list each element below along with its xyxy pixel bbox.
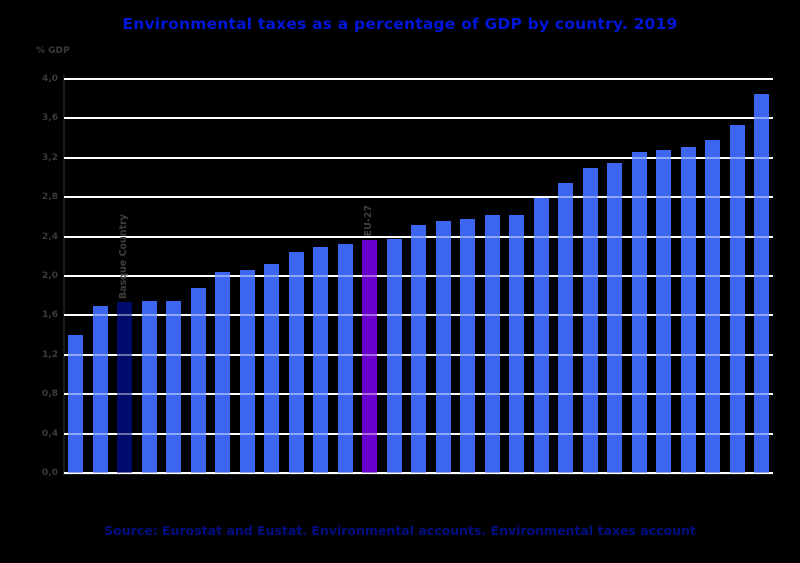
bar-annotation: Basque Country xyxy=(117,213,129,299)
gridline-overlay xyxy=(64,314,773,317)
eu27-bar xyxy=(362,239,377,473)
source-note: Source: Eurostat and Eustat. Environment… xyxy=(104,523,696,538)
gridline-overlay xyxy=(64,235,773,238)
bar xyxy=(509,214,524,473)
basque-country-bar xyxy=(117,301,132,473)
bar xyxy=(92,305,108,473)
gridline-overlay xyxy=(64,117,773,120)
bar xyxy=(141,300,157,473)
gridline-overlay xyxy=(64,432,773,435)
bar xyxy=(313,247,328,473)
bar xyxy=(631,151,647,473)
y-tick-label: 0,4 xyxy=(42,428,58,439)
y-tick-label: 2,4 xyxy=(42,231,58,242)
bar xyxy=(215,272,230,473)
bar xyxy=(337,244,353,473)
bar xyxy=(484,214,500,473)
bar xyxy=(68,335,83,473)
bar xyxy=(288,252,304,473)
bar xyxy=(705,140,720,473)
bar xyxy=(166,300,181,473)
bar xyxy=(264,264,279,473)
y-axis-unit-label: % GDP xyxy=(36,46,70,56)
gridline xyxy=(64,78,773,80)
y-tick-label: 0,0 xyxy=(42,468,58,478)
bar xyxy=(729,125,745,473)
gridline-overlay xyxy=(64,156,773,159)
bar xyxy=(386,238,402,473)
bar xyxy=(558,183,573,473)
bar-annotation: EU-27 xyxy=(362,205,374,237)
gridline-overlay xyxy=(64,472,773,474)
gridline xyxy=(64,156,773,159)
y-tick-label: 3,6 xyxy=(42,113,58,124)
gridline xyxy=(64,472,773,474)
bar xyxy=(190,287,206,473)
gridline xyxy=(64,196,773,199)
bar xyxy=(460,218,475,473)
gridline-overlay xyxy=(64,393,773,396)
bar xyxy=(754,93,769,473)
y-tick-label: 2,0 xyxy=(42,271,58,281)
gridline-overlay xyxy=(64,78,773,80)
y-tick-label: 4,0 xyxy=(42,74,58,84)
bar xyxy=(239,270,255,473)
gridline xyxy=(64,117,773,120)
x-axis-spine xyxy=(63,473,772,475)
bar xyxy=(607,162,622,473)
bar xyxy=(582,167,598,473)
bar xyxy=(435,220,451,473)
bar xyxy=(533,198,549,473)
bar xyxy=(656,149,671,473)
bar xyxy=(680,146,696,473)
gridline-overlay xyxy=(64,275,773,277)
gridline-overlay xyxy=(64,353,773,356)
y-tick-label: 3,2 xyxy=(42,152,58,163)
y-tick-label: 1,2 xyxy=(42,349,58,360)
bar xyxy=(411,224,426,473)
y-axis-spine xyxy=(63,75,65,473)
y-tick-label: 2,8 xyxy=(42,192,58,203)
plot-area: Basque Country EU-27 xyxy=(63,75,773,475)
y-tick-label: 1,6 xyxy=(42,310,58,321)
gridline-overlay xyxy=(64,196,773,199)
chart-title: Environmental taxes as a percentage of G… xyxy=(122,15,678,33)
y-tick-label: 0,8 xyxy=(42,389,58,400)
